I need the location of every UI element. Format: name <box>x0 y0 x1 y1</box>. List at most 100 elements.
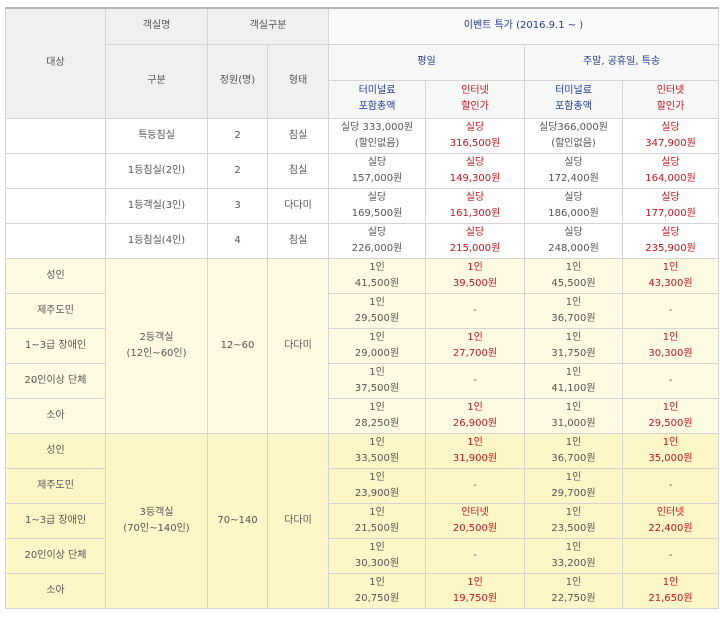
target-cell: 20인이상 단체 <box>5 362 106 399</box>
weekend-internet-price: - <box>622 362 719 399</box>
weekday-internet-price: 1인 39,500원 <box>425 257 525 294</box>
header-room-name: 객실명 <box>105 7 208 45</box>
weekday-internet-price: 1인 31,900원 <box>425 432 525 469</box>
table-row: 1등침실(4인) 4 침실 실당 226,000원 실당 215,000원 실당 248,000… <box>5 222 719 259</box>
type-cell: 침실 <box>267 222 329 259</box>
type-cell: 다다미 <box>267 187 329 224</box>
weekend-terminal-price: 실당366,000원 (할인없음) <box>524 117 623 154</box>
header-weekday-terminal: 터미널료 포함총액 <box>328 79 426 119</box>
weekday-terminal-price: 1인 30,300원 <box>328 537 426 574</box>
weekend-terminal-price: 실당 172,400원 <box>524 152 623 189</box>
table-row: 제주도민 1인 23,900원 -1인 29,700원 - <box>5 467 719 504</box>
weekend-terminal-price: 1인 31,000원 <box>524 397 623 434</box>
weekday-internet-price: 실당 215,000원 <box>425 222 525 259</box>
capacity-cell: 4 <box>207 222 268 259</box>
header-capacity: 정원(명) <box>207 43 268 119</box>
weekday-terminal-price: 실당 226,000원 <box>328 222 426 259</box>
table-row: 성인 2등객실 (12인~60인) 12~60 다다미 1인 41,500원 1인 39,500… <box>5 257 719 434</box>
weekday-internet-price: - <box>425 537 525 574</box>
weekend-internet-price: - <box>622 467 719 504</box>
target-cell: 소아 <box>5 572 106 609</box>
room-name-cell: 2등객실 (12인~60인) <box>105 257 208 434</box>
target-cell <box>5 117 106 154</box>
table-row: 제주도민 1인 29,500원 -1인 36,700원 - <box>5 292 719 329</box>
weekday-internet-price: 1인 27,700원 <box>425 327 525 364</box>
capacity-cell: 12~60 <box>207 257 268 434</box>
header-room-category: 객실구분 <box>207 7 329 45</box>
target-cell: 제주도민 <box>5 292 106 329</box>
weekday-internet-price: 1인 19,750원 <box>425 572 525 609</box>
header-target: 대상 <box>5 7 106 119</box>
target-cell: 20인이상 단체 <box>5 537 106 574</box>
table-row: 성인 3등객실 (70인~140인) 70~140 다다미 1인 33,500원 1인 31,9… <box>5 432 719 609</box>
weekday-internet-price: 1인 26,900원 <box>425 397 525 434</box>
weekday-terminal-price: 실당 157,000원 <box>328 152 426 189</box>
weekday-terminal-price: 1인 29,500원 <box>328 292 426 329</box>
weekend-terminal-price: 실당 248,000원 <box>524 222 623 259</box>
type-cell: 다다미 <box>267 432 329 609</box>
capacity-cell: 3 <box>207 187 268 224</box>
room-name-cell: 1등침실(2인) <box>105 152 208 189</box>
header-weekend-internet: 인터넷 할인가 <box>622 79 719 119</box>
target-cell <box>5 187 106 224</box>
weekday-internet-price: 실당 149,300원 <box>425 152 525 189</box>
weekend-terminal-price: 실당 186,000원 <box>524 187 623 224</box>
capacity-cell: 2 <box>207 152 268 189</box>
target-cell <box>5 152 106 189</box>
weekday-terminal-price: 1인 21,500원 <box>328 502 426 539</box>
weekend-terminal-price: 1인 33,200원 <box>524 537 623 574</box>
weekday-terminal-price: 1인 20,750원 <box>328 572 426 609</box>
weekend-terminal-price: 1인 36,700원 <box>524 432 623 469</box>
weekend-internet-price: 1인 29,500원 <box>622 397 719 434</box>
target-cell: 소아 <box>5 397 106 434</box>
weekend-terminal-price: 1인 45,500원 <box>524 257 623 294</box>
weekday-internet-price: 인터넷 20,500원 <box>425 502 525 539</box>
table-row: 소아 1인 28,250원 1인 26,900원 1인 31,000원 1인 29,500원 <box>5 397 719 434</box>
weekday-internet-price: 실당 316,500원 <box>425 117 525 154</box>
weekend-internet-price: 1인 30,300원 <box>622 327 719 364</box>
weekend-internet-price: 실당 347,900원 <box>622 117 719 154</box>
header-weekend-terminal: 터미널료 포함총액 <box>524 79 623 119</box>
target-cell: 1~3급 장애인 <box>5 502 106 539</box>
header-weekday: 평일 <box>328 43 525 81</box>
target-cell: 성인 <box>5 432 106 469</box>
weekday-terminal-price: 실당 333,000원 (할인없음) <box>328 117 426 154</box>
weekday-terminal-price: 1인 23,900원 <box>328 467 426 504</box>
weekend-terminal-price: 1인 22,750원 <box>524 572 623 609</box>
header-type: 형태 <box>267 43 329 119</box>
header-weekend: 주말, 공휴일, 특송 <box>524 43 719 81</box>
weekday-terminal-price: 1인 29,000원 <box>328 327 426 364</box>
weekend-terminal-price: 1인 41,100원 <box>524 362 623 399</box>
header-event: 이벤트 특가 (2016.9.1 ~ ) <box>328 7 719 45</box>
weekday-terminal-price: 1인 28,250원 <box>328 397 426 434</box>
table-row: 1등객실(3인) 3 다다미 실당 169,500원 실당 161,300원 실당 186,00… <box>5 187 719 224</box>
room-name-cell: 1등침실(4인) <box>105 222 208 259</box>
type-cell: 침실 <box>267 117 329 154</box>
type-cell: 다다미 <box>267 257 329 434</box>
weekend-internet-price: 1인 21,650원 <box>622 572 719 609</box>
weekday-internet-price: - <box>425 292 525 329</box>
weekend-terminal-price: 1인 23,500원 <box>524 502 623 539</box>
weekday-terminal-price: 1인 41,500원 <box>328 257 426 294</box>
weekday-terminal-price: 1인 33,500원 <box>328 432 426 469</box>
weekend-internet-price: - <box>622 292 719 329</box>
header-weekday-internet: 인터넷 할인가 <box>425 79 525 119</box>
table-row: 특등침실 2 침실 실당 333,000원 (할인없음) 실당 316,500원 실당366,… <box>5 117 719 154</box>
target-cell <box>5 222 106 259</box>
weekend-internet-price: - <box>622 537 719 574</box>
weekday-internet-price: 실당 161,300원 <box>425 187 525 224</box>
capacity-cell: 70~140 <box>207 432 268 609</box>
table-row: 1~3급 장애인 1인 21,500원 인터넷 20,500원 1인 23,500원 인터넷 2… <box>5 502 719 539</box>
weekday-internet-price: - <box>425 467 525 504</box>
weekend-internet-price: 1인 35,000원 <box>622 432 719 469</box>
capacity-cell: 2 <box>207 117 268 154</box>
type-cell: 침실 <box>267 152 329 189</box>
room-name-cell: 특등침실 <box>105 117 208 154</box>
table-row: 소아 1인 20,750원 1인 19,750원 1인 22,750원 1인 21,650원 <box>5 572 719 609</box>
weekend-internet-price: 1인 43,300원 <box>622 257 719 294</box>
fare-table: 대상 객실명 객실구분 이벤트 특가 (2016.9.1 ~ ) 구분 정원(명… <box>5 7 719 609</box>
table-row: 20인이상 단체 1인 30,300원 -1인 33,200원 - <box>5 537 719 574</box>
weekend-terminal-price: 1인 29,700원 <box>524 467 623 504</box>
room-name-cell: 1등객실(3인) <box>105 187 208 224</box>
header-category: 구분 <box>105 43 208 119</box>
